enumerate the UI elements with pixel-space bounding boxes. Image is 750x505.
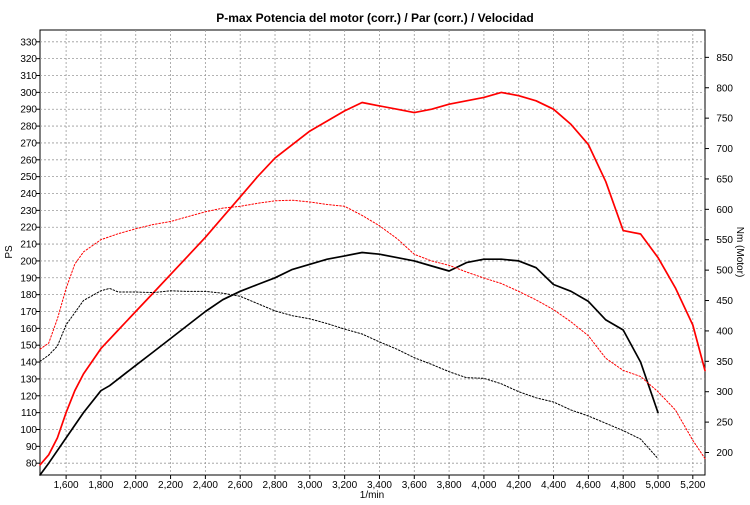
y-right-tick-label: 200 (716, 448, 733, 459)
x-tick-label: 3,200 (332, 480, 357, 491)
y-left-tick-label: 240 (20, 189, 37, 200)
series-line-2 (39, 251, 659, 476)
x-tick-label: 5,000 (645, 480, 670, 491)
y-right-tick-label: 250 (716, 418, 733, 429)
y-right-tick-label: 350 (716, 357, 733, 368)
y-left-tick-label: 210 (20, 240, 37, 251)
x-tick-label: 4,600 (576, 480, 601, 491)
y-right-tick-label: 300 (716, 387, 733, 398)
y-right-tick-label: 800 (716, 83, 733, 94)
y-left-tick-label: 100 (20, 425, 37, 436)
y-left-axis-label: PS (4, 245, 15, 259)
x-tick-label: 2,000 (123, 480, 148, 491)
y-right-tick-label: 600 (716, 205, 733, 216)
y-left-tick-label: 270 (20, 138, 37, 149)
y-left-tick-label: 230 (20, 206, 37, 217)
y-right-axis-ticks: 200 250 300 350 400 450 500 550 600 650 700 750 800 8… (705, 53, 733, 459)
y-left-tick-label: 220 (20, 223, 37, 234)
y-left-tick-label: 90 (26, 442, 38, 453)
x-tick-label: 2,400 (193, 480, 218, 491)
x-tick-label: 1,600 (54, 480, 79, 491)
y-right-tick-label: 750 (716, 114, 733, 125)
y-left-tick-label: 80 (26, 459, 38, 470)
y-right-tick-label: 550 (716, 235, 733, 246)
y-left-tick-label: 290 (20, 105, 37, 116)
x-tick-label: 4,200 (506, 480, 531, 491)
y-left-tick-label: 330 (20, 37, 37, 48)
x-tick-label: 2,200 (158, 480, 183, 491)
x-tick-label: 4,400 (541, 480, 566, 491)
series-line-3 (39, 199, 706, 460)
y-left-tick-label: 260 (20, 155, 37, 166)
chart-title: P-max Potencia del motor (corr.) / Par (… (216, 11, 533, 25)
x-axis-ticks: 1,600 1,800 2,000 2,200 2,400 2,600 2,800 3,000… (54, 475, 706, 491)
x-tick-label: 3,400 (367, 480, 392, 491)
y-left-tick-label: 200 (20, 256, 37, 267)
x-tick-label: 3,600 (402, 480, 427, 491)
x-tick-label: 4,000 (471, 480, 496, 491)
y-right-axis-label: Nm (Motor) (734, 227, 745, 278)
y-left-axis-ticks: 80 90 100 110 120 130 140 150 160 170 180 190 200 210… (20, 37, 40, 470)
grid (40, 30, 705, 475)
y-left-tick-label: 170 (20, 307, 37, 318)
y-left-tick-label: 300 (20, 88, 37, 99)
y-left-tick-label: 180 (20, 290, 37, 301)
y-right-tick-label: 450 (716, 296, 733, 307)
x-tick-label: 3,000 (297, 480, 322, 491)
x-tick-label: 1,800 (88, 480, 113, 491)
y-right-tick-label: 700 (716, 144, 733, 155)
y-left-tick-label: 110 (21, 408, 37, 419)
y-left-tick-label: 320 (20, 54, 37, 65)
y-left-tick-label: 130 (20, 374, 37, 385)
y-left-tick-label: 120 (20, 391, 37, 402)
y-left-tick-label: 190 (20, 273, 37, 284)
series-line-4 (39, 287, 659, 460)
x-tick-label: 5,200 (680, 480, 705, 491)
y-left-tick-label: 150 (20, 341, 37, 352)
series-layer (39, 91, 706, 476)
x-tick-label: 2,600 (228, 480, 253, 491)
x-tick-label: 3,800 (437, 480, 462, 491)
y-right-tick-label: 400 (716, 326, 733, 337)
x-axis-label: 1/min (360, 490, 384, 501)
plot-area (39, 29, 706, 476)
y-right-tick-label: 850 (716, 53, 733, 64)
y-right-tick-label: 650 (716, 174, 733, 185)
y-left-tick-label: 310 (20, 71, 37, 82)
y-left-tick-label: 280 (20, 122, 37, 133)
y-left-tick-label: 140 (20, 358, 37, 369)
x-tick-label: 2,800 (262, 480, 287, 491)
y-right-tick-label: 500 (716, 266, 733, 277)
series-line-1 (39, 91, 706, 466)
y-left-tick-label: 160 (20, 324, 37, 335)
x-tick-label: 4,800 (611, 480, 636, 491)
y-left-tick-label: 250 (20, 172, 37, 183)
